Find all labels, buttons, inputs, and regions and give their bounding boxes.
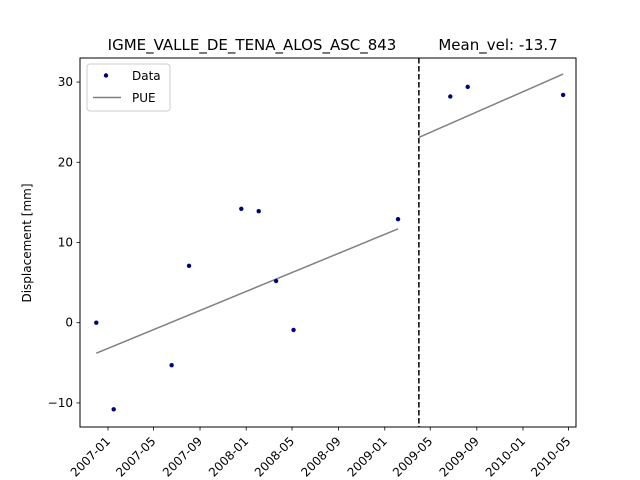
y-tick-label: 10 xyxy=(58,236,73,250)
chart-title: IGME_VALLE_DE_TENA_ALOS_ASC_843 xyxy=(108,36,397,55)
legend-data-marker xyxy=(103,73,109,78)
data-point xyxy=(239,206,244,212)
pue-line-segment-2 xyxy=(418,73,564,139)
y-tick-label: 20 xyxy=(58,155,73,169)
data-point xyxy=(395,217,401,222)
legend-data-label: Data xyxy=(132,69,161,83)
chart-subtitle: Mean_vel: -13.7 xyxy=(438,36,557,55)
data-point xyxy=(94,320,99,325)
data-point xyxy=(256,209,261,214)
data-point xyxy=(111,407,116,412)
legend: Data PUE xyxy=(86,63,171,112)
y-tick-label: 0 xyxy=(65,316,73,330)
y-tick-label: 30 xyxy=(58,75,73,89)
axes-frame xyxy=(79,57,577,428)
data-point xyxy=(560,92,566,98)
data-point xyxy=(273,278,279,284)
pue-line-segment-1 xyxy=(95,228,399,354)
data-point xyxy=(186,263,192,268)
data-point xyxy=(465,84,470,90)
data-point xyxy=(291,327,296,333)
plot-area xyxy=(94,58,566,427)
legend-pue-label: PUE xyxy=(132,91,156,105)
data-point xyxy=(169,363,174,368)
data-point xyxy=(448,94,453,99)
y-tick-label: −10 xyxy=(48,396,73,410)
y-axis-label: Displacement [mm] xyxy=(20,183,34,302)
y-axis: −10 0 10 20 30 xyxy=(48,75,80,410)
